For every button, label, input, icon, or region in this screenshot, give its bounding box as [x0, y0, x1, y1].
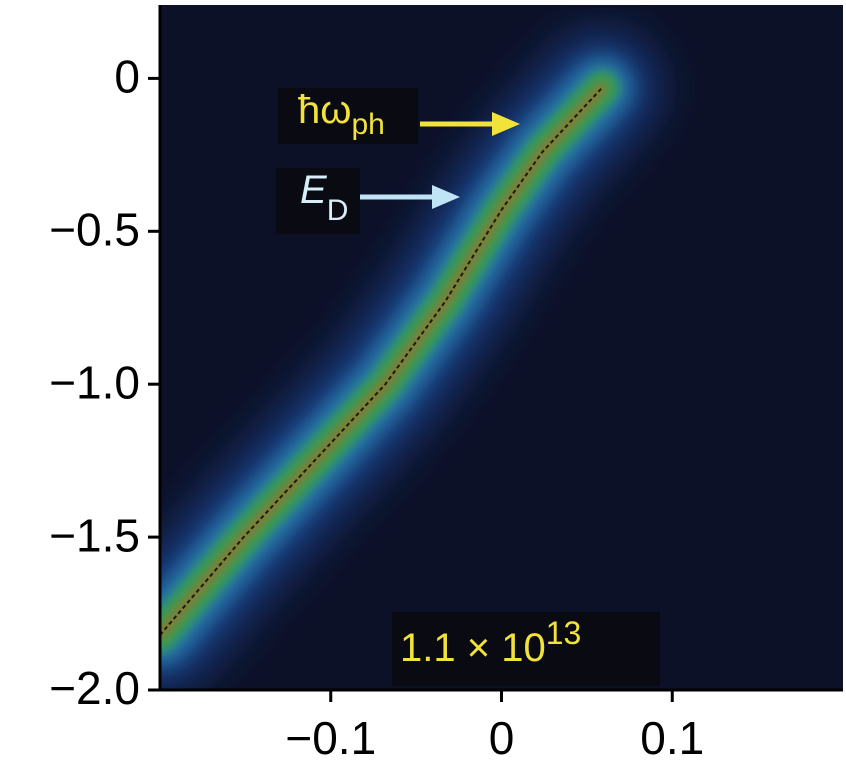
x-tick-label: −0.1	[285, 712, 376, 764]
annotation-subscript: D	[327, 194, 349, 227]
annotation-text: E	[300, 168, 328, 212]
annotations: ħωph ED 1.1 × 1013	[276, 88, 660, 686]
annotation-density: 1.1 × 1013	[400, 615, 581, 669]
label-box	[276, 168, 360, 234]
plot-area	[160, 32, 658, 690]
y-tick-label: −1.0	[49, 356, 140, 408]
annotation-text: ħω	[298, 88, 351, 132]
annotation-phonon: ħωph	[298, 88, 385, 141]
annotation-dirac: ED	[300, 168, 348, 227]
annotation-subscript: ph	[351, 108, 384, 141]
annotation-superscript: 13	[546, 615, 582, 651]
x-tick-label: 0.1	[640, 712, 704, 764]
arrowhead	[432, 185, 460, 209]
y-tick-label: −2.0	[49, 662, 140, 714]
arrowhead	[492, 112, 520, 136]
label-box	[278, 88, 418, 144]
y-tick-label: 0	[114, 51, 140, 103]
dispersion-line	[160, 86, 603, 636]
annotation-text: 1.1 × 10	[400, 626, 546, 670]
y-tick-label: −0.5	[49, 203, 140, 255]
y-tick-label: −1.5	[49, 509, 140, 561]
x-tick-label: 0	[489, 712, 515, 764]
axes: 0 −0.5 −1.0 −1.5 −2.0 −0.1 0 0.1	[49, 5, 843, 764]
label-box	[392, 612, 660, 686]
